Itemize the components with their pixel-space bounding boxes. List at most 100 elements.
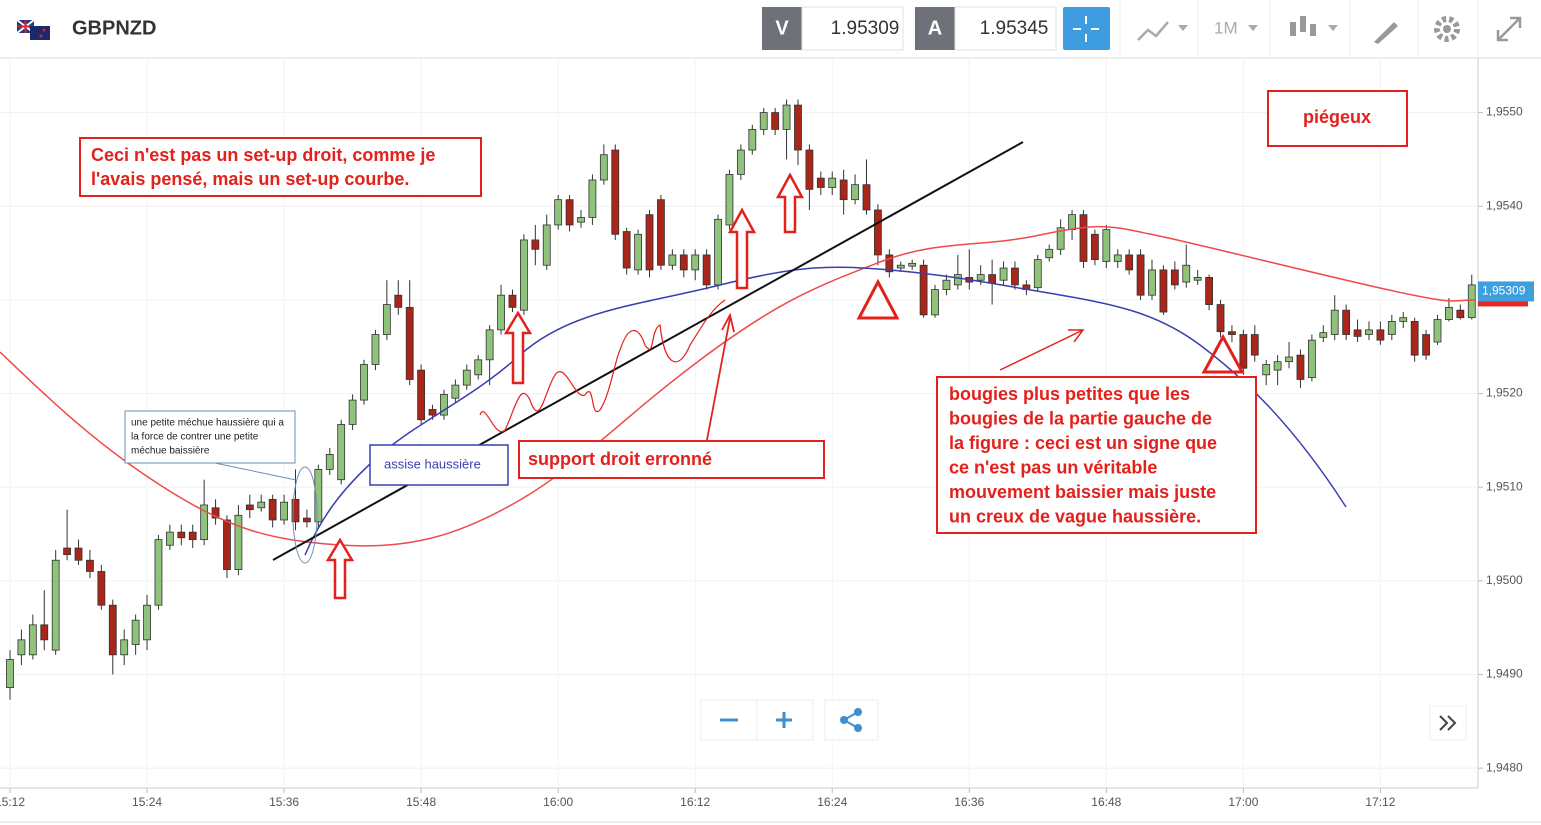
candle-body [542, 224, 551, 266]
candle-body [771, 112, 780, 130]
fullscreen-icon[interactable] [1496, 16, 1522, 42]
draw-icon[interactable] [1374, 22, 1398, 44]
flag [16, 19, 50, 40]
candle-body [245, 504, 254, 511]
candle-body [896, 264, 905, 269]
candle-body [1170, 269, 1179, 286]
sell-button[interactable] [762, 7, 802, 50]
candle-body [371, 334, 380, 365]
candle-body [794, 104, 802, 151]
candle-body [828, 177, 837, 188]
candle-body [1159, 269, 1168, 313]
candle-body [1205, 277, 1213, 305]
candle-body [451, 384, 460, 399]
candle-body [1091, 233, 1099, 261]
candle-body [165, 531, 174, 546]
note-text: ce n'est pas un véritable [949, 457, 1157, 477]
candle-body [1182, 264, 1191, 283]
candle-body [1296, 354, 1305, 380]
timeframe[interactable]: 1M [1214, 18, 1238, 37]
note-box [369, 444, 509, 486]
note-box [936, 376, 1257, 534]
candle-body [1228, 331, 1236, 335]
note-lines: bougies plus petites que les bougies de l… [949, 384, 1217, 527]
candle-body [1068, 214, 1076, 231]
candle-body [257, 501, 266, 509]
candle-body [908, 262, 917, 267]
candle-body [736, 149, 745, 175]
note-text: un creux de vague haussière. [949, 506, 1201, 526]
dropdown-caret [1178, 25, 1188, 31]
current-price-badge [1478, 281, 1534, 302]
candle-body [474, 359, 483, 376]
note-text: support droit erronné [528, 449, 712, 469]
candle-body [851, 184, 859, 201]
x-tick-label: 17:12 [1365, 795, 1395, 809]
chart-type-icon[interactable] [1137, 21, 1169, 41]
candle-body [348, 399, 357, 425]
wave-sketch [479, 299, 726, 433]
candle-body [268, 498, 277, 521]
candle-body [1011, 267, 1019, 286]
candle-body [1353, 329, 1362, 337]
candles [6, 99, 1476, 700]
candle-body [816, 177, 825, 188]
candle-body [725, 173, 734, 226]
toolbar: GBPNZD V 1.95309 A 1.95345 1M [0, 0, 1541, 59]
candle-body [508, 294, 517, 308]
sell-label: V [775, 17, 789, 39]
buy-price-box[interactable] [954, 6, 1057, 51]
flag-star [39, 34, 43, 38]
candle-body [1136, 254, 1145, 296]
candle-body [360, 364, 368, 401]
triangle-marker [1201, 333, 1245, 374]
y-tick-label: 1,9490 [1486, 667, 1523, 681]
note-box [518, 440, 825, 479]
candle-body [1285, 356, 1293, 363]
y-tick-label: 1,9500 [1486, 573, 1523, 587]
candle-body [1342, 309, 1351, 335]
candle-body [1079, 214, 1088, 262]
triangle-marker [856, 278, 900, 320]
x-tick-label: 16:00 [543, 795, 573, 809]
candle-body [1445, 306, 1453, 320]
candle-body [394, 294, 403, 308]
candle-body [1330, 309, 1339, 335]
candle-body [1262, 364, 1271, 376]
x-tick-label: 16:24 [817, 795, 847, 809]
flag-star [42, 28, 46, 32]
note-text: la force de contrer une petite [131, 432, 259, 443]
flag-nz [30, 26, 50, 40]
candles-icon[interactable] [1290, 16, 1316, 36]
candle-body [6, 659, 14, 689]
candle-body [839, 179, 848, 201]
scroll-right-icon [1439, 715, 1457, 731]
candle-body [1033, 259, 1042, 289]
sell-price-box[interactable] [801, 6, 904, 51]
candle-body [999, 267, 1008, 281]
candle-body [417, 369, 426, 421]
candle-body [63, 547, 71, 556]
candle-body [405, 306, 414, 380]
candle-body [108, 604, 117, 656]
candle-body [1056, 227, 1065, 250]
candle-body [1148, 269, 1156, 296]
note-text: l'avais pensé, mais un set-up courbe. [91, 169, 409, 189]
x-tick-label: 15:36 [269, 795, 299, 809]
candle-body [28, 624, 37, 656]
candle-body [931, 289, 939, 316]
candle-body [1125, 254, 1134, 271]
candle-body [668, 254, 677, 266]
crosshair-button[interactable] [1063, 7, 1110, 50]
note-text: assise haussière [384, 456, 481, 471]
buy-button[interactable] [915, 7, 955, 50]
x-tick-label: 16:48 [1091, 795, 1121, 809]
candle-body [1456, 309, 1465, 319]
candle-body [1193, 277, 1202, 281]
candle-body [51, 559, 60, 651]
settings-icon[interactable] [1434, 16, 1460, 42]
candle-body [588, 179, 597, 218]
note-text: bougies de la partie gauche de [949, 408, 1212, 428]
share-button[interactable] [824, 699, 879, 741]
note-text: Ceci n'est pas un set-up droit, comme je [91, 145, 435, 165]
